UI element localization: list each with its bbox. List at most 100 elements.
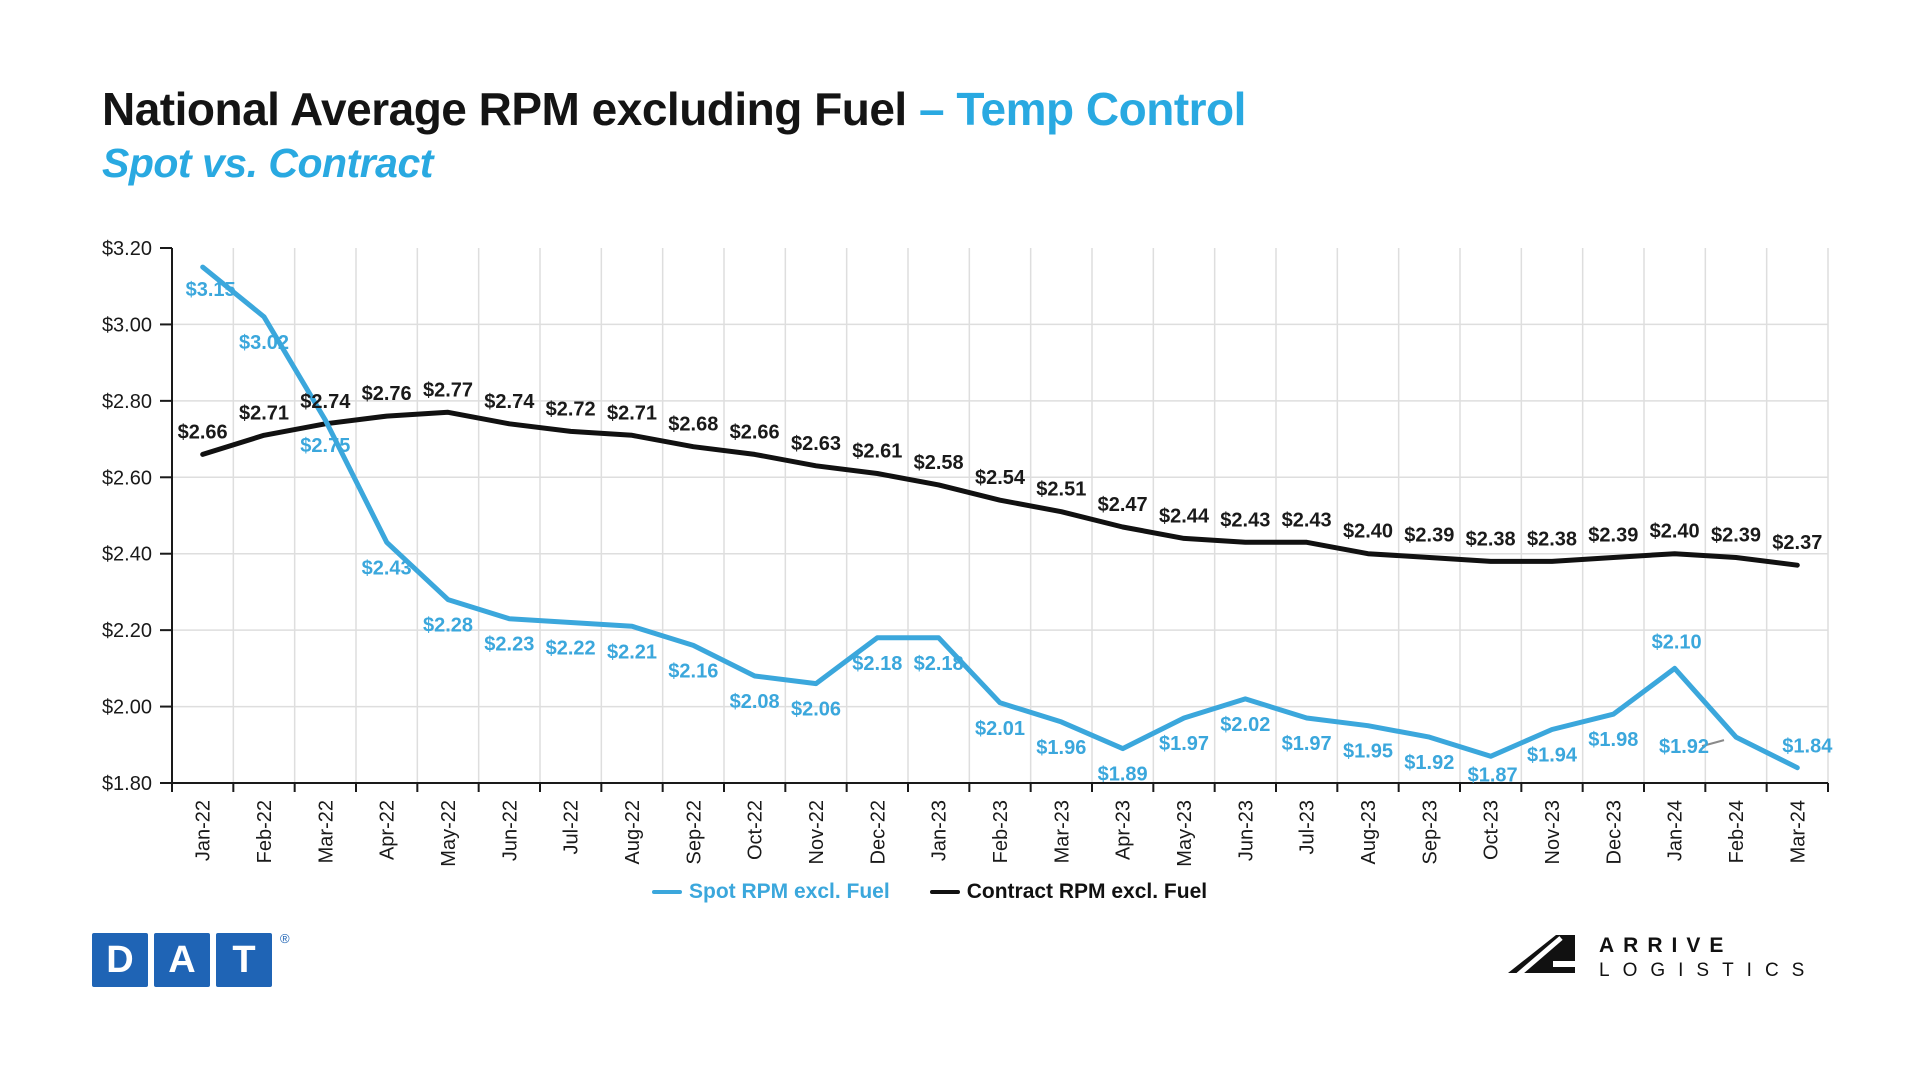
contract-data-label: $2.43 <box>1282 509 1332 531</box>
y-tick-label: $3.20 <box>102 238 152 260</box>
contract-data-label: $2.77 <box>423 379 473 401</box>
spot-data-label: $3.15 <box>186 279 236 301</box>
x-tick-label: Jan-22 <box>193 800 215 861</box>
spot-data-label: $2.01 <box>975 718 1025 740</box>
contract-data-label: $2.38 <box>1466 528 1516 550</box>
contract-data-label: $2.63 <box>791 433 841 455</box>
page-title: National Average RPM excluding Fuel – Te… <box>102 82 1246 136</box>
x-tick-label: Jun-22 <box>499 800 521 861</box>
registered-mark: ® <box>280 931 290 946</box>
dat-logo-square-d: D <box>92 933 148 987</box>
spot-data-label: $1.96 <box>1036 737 1086 759</box>
spot-data-label: $1.98 <box>1588 729 1638 751</box>
dat-letter: A <box>168 939 196 981</box>
arrive-logistics-logo: ARRIVE LOGISTICS <box>1508 935 1817 980</box>
contract-data-label: $2.43 <box>1220 509 1270 531</box>
contract-data-label: $2.71 <box>607 402 657 424</box>
x-tick-label: Jul-22 <box>561 800 583 854</box>
contract-data-label: $2.58 <box>914 452 964 474</box>
spot-data-label: $2.18 <box>914 653 964 675</box>
legend-label-spot: Spot RPM excl. Fuel <box>689 880 890 903</box>
y-tick-label: $2.20 <box>102 620 152 642</box>
x-tick-label: Feb-24 <box>1726 800 1748 863</box>
contract-data-label: $2.37 <box>1772 532 1822 554</box>
x-tick-label: Feb-22 <box>254 800 276 863</box>
x-tick-label: Sep-22 <box>683 800 705 865</box>
spot-data-label: $2.10 <box>1652 631 1702 653</box>
contract-data-label: $2.66 <box>178 421 228 443</box>
contract-data-label: $2.54 <box>975 467 1026 489</box>
y-tick-label: $2.60 <box>102 467 152 489</box>
spot-data-label: $2.28 <box>423 615 473 637</box>
chart-legend: Spot RPM excl. Fuel Contract RPM excl. F… <box>652 880 1207 904</box>
spot-data-label: $2.22 <box>546 638 596 660</box>
x-tick-label: May-22 <box>438 800 460 867</box>
legend-item-spot: Spot RPM excl. Fuel <box>652 880 890 904</box>
x-tick-label: May-23 <box>1174 800 1196 867</box>
dat-logo-square-t: T <box>216 933 272 987</box>
contract-data-label: $2.39 <box>1588 525 1638 547</box>
x-tick-label: Aug-23 <box>1358 800 1380 865</box>
contract-data-label: $2.74 <box>300 391 351 413</box>
x-tick-label: Oct-23 <box>1481 800 1503 860</box>
x-tick-label: Dec-23 <box>1603 800 1625 864</box>
spot-data-label: $1.97 <box>1282 733 1332 755</box>
y-tick-label: $2.40 <box>102 544 152 566</box>
spot-legend-line-icon <box>652 890 682 894</box>
x-tick-label: Dec-22 <box>867 800 889 864</box>
x-tick-label: Mar-23 <box>1051 800 1073 863</box>
x-tick-label: Apr-23 <box>1113 800 1135 860</box>
x-tick-label: Jan-23 <box>929 800 951 861</box>
contract-data-label: $2.44 <box>1159 505 1210 527</box>
title-accent: – Temp Control <box>919 83 1246 135</box>
contract-data-label: $2.40 <box>1343 521 1393 543</box>
x-tick-label: Jul-23 <box>1297 800 1319 854</box>
x-tick-label: Apr-22 <box>377 800 399 860</box>
contract-data-label: $2.38 <box>1527 528 1577 550</box>
contract-data-label: $2.71 <box>239 402 289 424</box>
spot-data-label: $1.84 <box>1782 736 1833 758</box>
title-main: National Average RPM excluding Fuel <box>102 83 919 135</box>
spot-data-label: $2.75 <box>300 435 350 457</box>
x-tick-label: Jun-23 <box>1235 800 1257 861</box>
arrive-a-mark-icon <box>1508 935 1575 973</box>
contract-data-label: $2.51 <box>1036 479 1086 501</box>
y-tick-label: $2.00 <box>102 697 152 719</box>
legend-item-contract: Contract RPM excl. Fuel <box>929 880 1208 904</box>
x-tick-label: Jan-24 <box>1665 800 1687 861</box>
spot-data-label: $2.02 <box>1220 714 1270 736</box>
spot-data-label: $1.92 <box>1404 752 1454 774</box>
contract-data-label: $2.39 <box>1711 525 1761 547</box>
contract-data-label: $2.76 <box>362 383 412 405</box>
contract-data-label: $2.47 <box>1098 494 1148 516</box>
contract-data-label: $2.74 <box>484 391 535 413</box>
contract-line <box>200 409 1800 568</box>
contract-data-label: $2.39 <box>1404 525 1454 547</box>
dat-letter: D <box>106 939 134 981</box>
x-tick-label: Nov-22 <box>806 800 828 864</box>
dat-letter: T <box>232 939 256 981</box>
legend-label-contract: Contract RPM excl. Fuel <box>966 880 1208 903</box>
dat-logo-square-a: A <box>154 933 210 987</box>
arrive-logo-text: ARRIVE LOGISTICS <box>1599 935 1817 980</box>
arrive-logo-line1: ARRIVE <box>1599 934 1733 957</box>
contract-data-label: $2.72 <box>546 398 596 420</box>
label-leader-line <box>1701 739 1725 748</box>
spot-data-label: $2.23 <box>484 634 534 656</box>
spot-data-label: $2.06 <box>791 699 841 721</box>
x-tick-label: Sep-23 <box>1419 800 1441 865</box>
spot-line <box>200 264 1800 771</box>
contract-data-label: $2.68 <box>668 414 718 436</box>
y-tick-label: $2.80 <box>102 391 152 413</box>
dat-logo: D A T ® <box>92 931 290 987</box>
x-tick-label: Aug-22 <box>622 800 644 865</box>
x-tick-label: Feb-23 <box>990 800 1012 863</box>
arrive-logo-line2: LOGISTICS <box>1599 960 1818 981</box>
spot-data-label: $1.89 <box>1098 764 1148 786</box>
spot-data-label: $2.08 <box>730 691 780 713</box>
x-tick-label: Nov-23 <box>1542 800 1564 864</box>
contract-data-label: $2.40 <box>1650 521 1700 543</box>
spot-data-label: $1.87 <box>1468 764 1518 786</box>
